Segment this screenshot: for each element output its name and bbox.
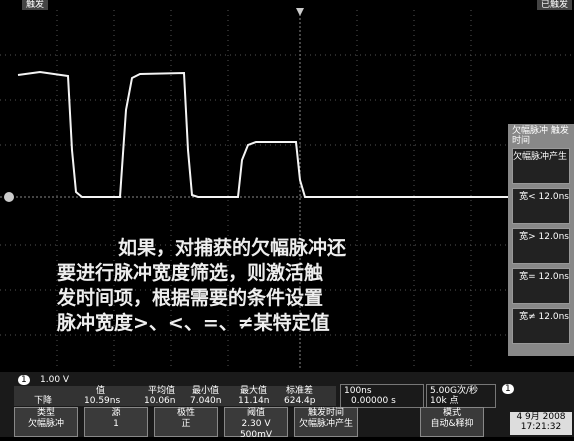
caption-line: 如果，对捕获的欠幅脉冲还 <box>118 236 346 261</box>
meas-header: 最大值 <box>240 386 267 396</box>
menu-button[interactable]: 类型欠幅脉冲 <box>14 407 78 437</box>
waveform <box>18 72 510 197</box>
panel-item[interactable]: 宽≠ 12.0ns <box>512 308 570 344</box>
menu-value: 1 <box>85 419 147 430</box>
channel-number: 1 <box>18 375 30 385</box>
timebase-scale: 100ns <box>344 386 372 396</box>
caption-line: 要进行脉冲宽度筛选，则激活触 <box>57 261 323 286</box>
header-left: 触发 <box>22 0 48 10</box>
meas-header: 值 <box>96 386 105 396</box>
panel-title: 欠幅脉冲 触发时间 <box>512 126 572 146</box>
menu-label: 模式 <box>421 408 483 419</box>
channel-scale: 1.00 V <box>40 375 69 385</box>
side-panel: 欠幅脉冲 触发时间 欠幅脉冲产生 宽< 12.0ns 宽> 12.0ns 宽= … <box>508 124 574 356</box>
menu-value: 欠幅脉冲产生 <box>295 419 357 430</box>
menu-value: 2.30 V 500mV <box>225 419 287 441</box>
trigger-marker <box>296 8 304 16</box>
trigger-source: 1 <box>502 384 514 394</box>
channel-marker <box>4 192 14 202</box>
menu-value: 自动&释抑 <box>421 419 483 430</box>
datetime-box: 4 9月 2008 17:21:32 <box>510 412 572 435</box>
caption-line: 发时间项，根据需要的条件设置 <box>57 286 323 311</box>
panel-item[interactable]: 宽< 12.0ns <box>512 188 570 224</box>
menu-label: 源 <box>85 408 147 419</box>
oscilloscope-screen: 触发 已触发 如果，对捕获的欠幅脉冲还 要进行脉冲宽度筛选，则激活触 发时间项，… <box>0 0 574 437</box>
menu-button[interactable]: 极性正 <box>154 407 218 437</box>
sample-rate: 5.00G次/秒 <box>430 386 478 396</box>
meas-value: 10.59ns <box>84 396 120 406</box>
menu-value: 欠幅脉冲 <box>15 419 77 430</box>
caption-line: 脉冲宽度>、<、=、≠某特定值 <box>57 311 330 336</box>
date: 4 9月 2008 <box>510 412 572 422</box>
menu-value: 正 <box>155 419 217 430</box>
meas-value: 7.040n <box>190 396 221 406</box>
meas-value: 10.06n <box>144 396 175 406</box>
panel-item[interactable]: 宽= 12.0ns <box>512 268 570 304</box>
menu-label: 类型 <box>15 408 77 419</box>
timebase-box: 100ns 0.00000 s <box>340 384 424 408</box>
acquisition-box: 5.00G次/秒 10k 点 <box>426 384 496 408</box>
menu-button[interactable]: 触发时间欠幅脉冲产生 <box>294 407 358 437</box>
menu-button[interactable]: 模式自动&释抑 <box>420 407 484 437</box>
meas-header: 标准差 <box>286 386 313 396</box>
time: 17:21:32 <box>510 422 572 432</box>
panel-item[interactable]: 欠幅脉冲产生 <box>512 148 570 184</box>
timebase-position: 0.00000 s <box>351 396 396 406</box>
menu-label: 极性 <box>155 408 217 419</box>
header-right: 已触发 <box>537 0 572 10</box>
record-length: 10k 点 <box>430 396 459 406</box>
meas-row-label: 下降 <box>34 396 52 406</box>
meas-header: 平均值 <box>148 386 175 396</box>
meas-header: 最小值 <box>192 386 219 396</box>
meas-value: 624.4p <box>284 396 315 406</box>
menu-label: 触发时间 <box>295 408 357 419</box>
meas-value: 11.14n <box>238 396 269 406</box>
panel-item[interactable]: 宽> 12.0ns <box>512 228 570 264</box>
menu-label: 阈值 <box>225 408 287 419</box>
measurement-table: 值 平均值 最小值 最大值 标准差 下降 10.59ns 10.06n 7.04… <box>14 386 336 406</box>
